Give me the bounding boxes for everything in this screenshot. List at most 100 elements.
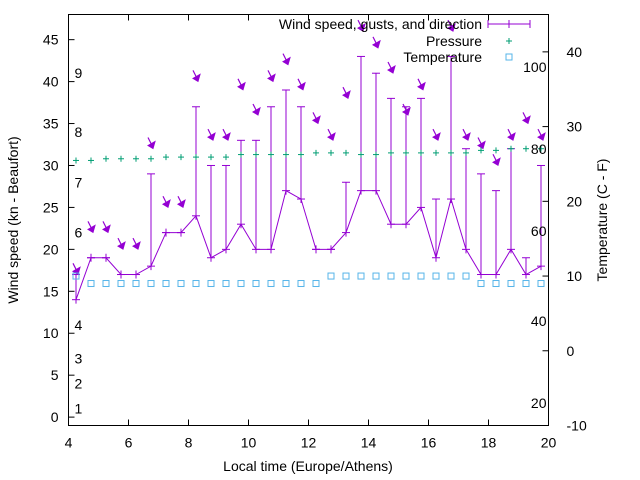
y-axis-left-label: Wind speed (kn - Beaufort) <box>5 136 21 303</box>
beaufort-label: 6 <box>75 225 83 241</box>
wind-direction-arrow <box>162 199 171 208</box>
wind-direction-arrow <box>147 140 156 150</box>
wind-direction-arrow <box>462 132 471 141</box>
temperature-point <box>327 272 335 280</box>
wind-direction-arrow <box>402 106 411 116</box>
beaufort-label: 7 <box>75 174 83 190</box>
temperature-point <box>507 280 515 288</box>
y-left-tick-label: 5 <box>51 367 59 383</box>
wind-direction-arrow <box>312 115 321 125</box>
temperature-point <box>177 280 185 288</box>
y-left-tick-label: 40 <box>43 74 59 90</box>
x-tick-label: 4 <box>65 435 73 451</box>
temperature-point <box>447 272 455 280</box>
fahrenheit-label: 20 <box>531 395 547 411</box>
x-tick-label: 8 <box>185 435 193 451</box>
temperature-point <box>417 272 425 280</box>
wind-direction-arrow <box>267 73 276 83</box>
x-tick-label: 6 <box>125 435 133 451</box>
x-tick-label: 10 <box>241 435 257 451</box>
wind-direction-arrow <box>297 81 306 91</box>
temperature-point <box>252 280 260 288</box>
temperature-point <box>522 280 530 288</box>
wind-direction-arrow <box>222 132 231 141</box>
legend-label-temperature: Temperature <box>403 49 482 65</box>
temperature-point <box>162 280 170 288</box>
beaufort-label: 3 <box>75 350 83 366</box>
temperature-point <box>477 280 485 288</box>
temperature-point <box>357 272 365 280</box>
wind-direction-arrow <box>282 56 291 66</box>
x-tick-label: 18 <box>481 435 497 451</box>
wind-direction-arrow <box>207 132 216 141</box>
temperature-point <box>432 272 440 280</box>
wind-direction-arrow <box>522 115 531 125</box>
temperature-point <box>372 272 380 280</box>
y-left-tick-label: 15 <box>43 283 59 299</box>
temperature-point <box>237 280 245 288</box>
wind-direction-arrow <box>432 132 441 141</box>
temperature-point <box>312 280 320 288</box>
y-right-tick-label: 30 <box>567 119 583 135</box>
y-right-tick-label: 10 <box>567 268 583 284</box>
y-left-tick-label: 10 <box>43 325 59 341</box>
y-left-tick-label: 25 <box>43 199 59 215</box>
beaufort-label: 1 <box>75 401 83 417</box>
wind-direction-arrow <box>117 241 126 250</box>
temperature-point <box>462 272 470 280</box>
legend-swatch-temperature <box>505 53 513 61</box>
temperature-point <box>117 280 125 288</box>
temperature-point <box>537 280 545 288</box>
wind-direction-arrow <box>447 23 456 32</box>
y-left-tick-label: 45 <box>43 32 59 48</box>
plot-frame <box>68 14 549 426</box>
wind-direction-arrow <box>372 39 381 49</box>
y-right-tick-label: 40 <box>567 44 583 60</box>
beaufort-label: 8 <box>75 124 83 140</box>
wind-direction-arrow <box>192 73 201 83</box>
legend: Wind speed, gusts, and directionPressure… <box>279 16 531 65</box>
x-tick-label: 14 <box>361 435 377 451</box>
beaufort-label: 9 <box>75 65 83 81</box>
temperature-point <box>132 280 140 288</box>
fahrenheit-label: 80 <box>531 141 547 157</box>
temperature-point <box>387 272 395 280</box>
fahrenheit-label: 100 <box>523 59 547 75</box>
legend-label-pressure: Pressure <box>426 33 482 49</box>
temperature-point <box>297 280 305 288</box>
y-axis-right-label: Temperature (C - F) <box>594 159 610 282</box>
wind-direction-arrow <box>252 106 261 116</box>
temperature-point <box>207 280 215 288</box>
x-tick-label: 20 <box>541 435 557 451</box>
y-left-tick-label: 30 <box>43 157 59 173</box>
y-right-tick-label: -10 <box>567 418 587 434</box>
wind-direction-arrow <box>177 199 186 208</box>
wind-direction-arrow <box>477 140 486 150</box>
wind-direction-arrow <box>327 132 336 141</box>
wind-direction-arrow <box>417 81 426 91</box>
y-left-tick-label: 35 <box>43 116 59 132</box>
temperature-point <box>87 280 95 288</box>
beaufort-label: 2 <box>75 376 83 392</box>
fahrenheit-label: 40 <box>531 313 547 329</box>
y-left-tick-label: 20 <box>43 241 59 257</box>
wind-direction-arrow <box>102 224 111 234</box>
x-tick-label: 16 <box>421 435 437 451</box>
temperature-point <box>102 280 110 288</box>
temperature-point <box>192 280 200 288</box>
temperature-point <box>222 280 230 288</box>
wind-direction-arrow <box>132 241 141 250</box>
tick-marks <box>68 14 549 426</box>
x-axis-label: Local time (Europe/Athens) <box>223 458 393 474</box>
y-right-tick-label: 0 <box>567 343 575 359</box>
x-tick-label: 12 <box>301 435 317 451</box>
wind-speed-line <box>75 189 542 300</box>
wind-direction-arrow <box>342 90 351 99</box>
y-right-tick-label: 20 <box>567 193 583 209</box>
y-left-tick-label: 0 <box>51 409 59 425</box>
fahrenheit-label: 60 <box>531 223 547 239</box>
temperature-point <box>72 272 80 280</box>
legend-label-wind: Wind speed, gusts, and direction <box>279 16 482 32</box>
wind-direction-arrow <box>507 132 516 141</box>
